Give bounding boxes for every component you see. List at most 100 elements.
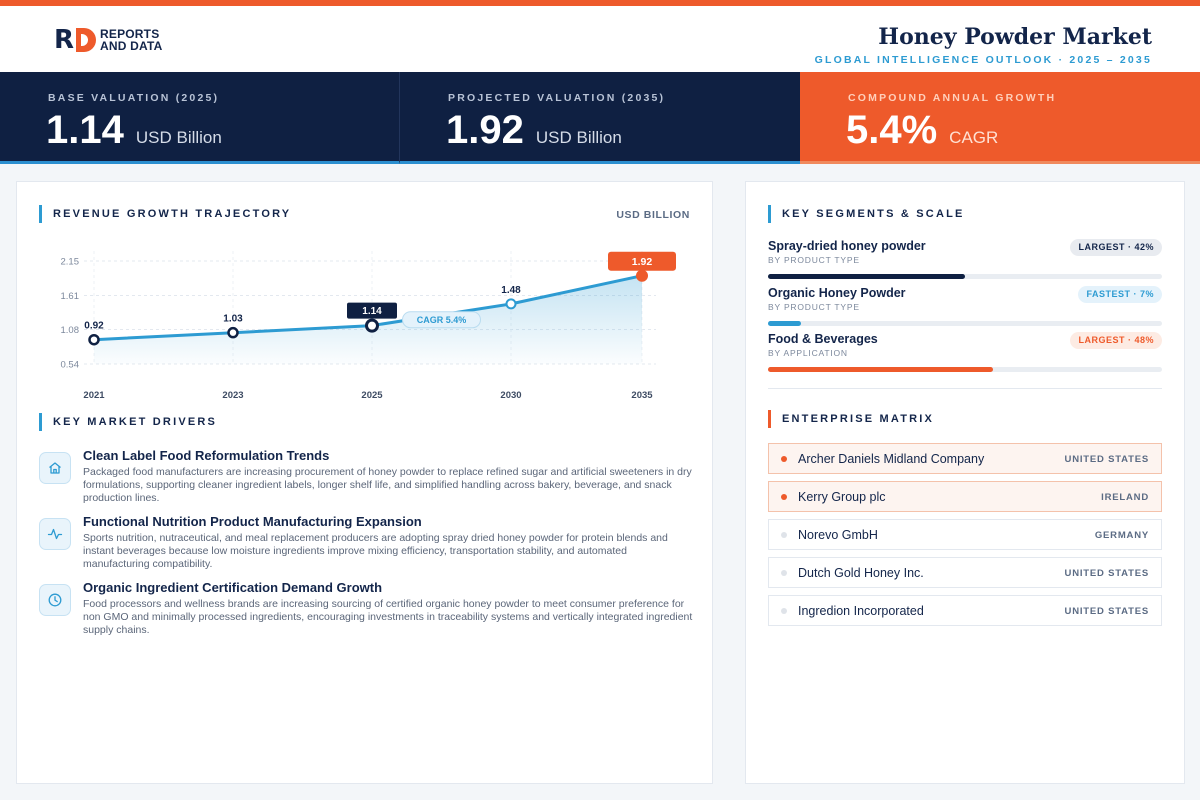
segment-category: BY PRODUCT TYPE <box>768 302 860 312</box>
segment-share-fill <box>768 321 801 326</box>
company-country: UNITED STATES <box>1064 568 1149 579</box>
section-divider <box>768 388 1162 389</box>
driver-title: Functional Nutrition Product Manufacturi… <box>83 514 422 529</box>
section-title: ENTERPRISE MATRIX <box>782 413 935 425</box>
segment-item: Spray-dried honey powder BY PRODUCT TYPE… <box>768 239 1162 279</box>
y-tick-label: 1.61 <box>61 291 80 302</box>
company-name: Dutch Gold Honey Inc. <box>798 566 924 580</box>
kpi-cagr: COMPOUND ANNUAL GROWTH 5.4% CAGR <box>800 72 1200 164</box>
revenue-trajectory-chart: 2.15 1.61 1.08 0.54 2021 2023 2025 2030 2035 CAGR… <box>61 251 676 401</box>
section-title: REVENUE GROWTH TRAJECTORY <box>53 208 292 220</box>
data-label-box <box>608 251 676 271</box>
x-tick-label: 2030 <box>500 390 521 401</box>
segment-name: Food & Beverages <box>768 332 878 346</box>
section-accent-bar <box>39 413 42 431</box>
company-row[interactable]: Ingredion Incorporated UNITED STATES <box>768 595 1162 626</box>
brand-logo[interactable]: R REPORTS AND DATA <box>54 27 162 53</box>
company-row[interactable]: Archer Daniels Midland Company UNITED ST… <box>768 443 1162 474</box>
top-accent-bar <box>0 0 1200 6</box>
cagr-annotation-text: CAGR 5.4% <box>417 315 467 325</box>
company-name: Ingredion Incorporated <box>798 604 924 618</box>
driver-item: Organic Ingredient Certification Demand … <box>39 580 699 646</box>
company-country: UNITED STATES <box>1064 454 1149 465</box>
segment-share-bar <box>768 321 1162 326</box>
section-accent-bar <box>768 205 771 223</box>
home-icon <box>39 452 71 484</box>
section-title: KEY MARKET DRIVERS <box>53 416 218 428</box>
page-subtitle: GLOBAL INTELLIGENCE OUTLOOK · 2025 – 203… <box>814 54 1152 66</box>
driver-description: Packaged food manufacturers are increasi… <box>83 466 692 504</box>
status-dot-icon <box>781 570 787 576</box>
kpi-number: 1.92 <box>446 108 524 152</box>
company-row[interactable]: Kerry Group plc IRELAND <box>768 481 1162 512</box>
status-dot-icon <box>781 494 787 500</box>
company-row[interactable]: Norevo GmbH GERMANY <box>768 519 1162 550</box>
logo-text-line1: REPORTS <box>100 27 160 41</box>
company-country: UNITED STATES <box>1064 606 1149 617</box>
logo-text: REPORTS AND DATA <box>100 28 162 52</box>
kpi-label: PROJECTED VALUATION (2035) <box>448 92 666 104</box>
y-tick-label: 1.08 <box>61 325 80 336</box>
activity-icon <box>39 518 71 550</box>
company-name: Kerry Group plc <box>798 490 886 504</box>
cagr-annotation-pill <box>402 311 481 329</box>
drivers-list: Clean Label Food Reformulation Trends Pa… <box>39 448 699 646</box>
enterprise-matrix: Archer Daniels Midland Company UNITED ST… <box>768 443 1162 633</box>
matrix-heading: ENTERPRISE MATRIX <box>768 410 934 428</box>
header: R REPORTS AND DATA Honey Powder Market G… <box>0 6 1200 72</box>
segment-item: Food & Beverages BY APPLICATION LARGEST … <box>768 332 1162 372</box>
driver-description: Food processors and wellness brands are … <box>83 598 693 636</box>
section-accent-bar <box>39 205 42 223</box>
kpi-unit: USD Billion <box>535 128 622 147</box>
segment-share-bar <box>768 367 1162 372</box>
kpi-unit: CAGR <box>949 128 999 147</box>
driver-description: Sports nutrition, nutraceutical, and mea… <box>83 532 668 570</box>
status-dot-icon <box>781 608 787 614</box>
kpi-value: 1.92 USD Billion <box>446 108 622 153</box>
segments-heading: KEY SEGMENTS & SCALE <box>768 205 965 223</box>
data-label: 1.48 <box>501 285 521 296</box>
y-tick-label: 0.54 <box>61 360 80 371</box>
data-label: 1.92 <box>632 256 653 268</box>
x-tick-label: 2023 <box>222 390 243 401</box>
section-accent-bar <box>768 410 771 428</box>
data-label: 0.92 <box>84 321 104 332</box>
segment-category: BY APPLICATION <box>768 348 848 358</box>
kpi-label: COMPOUND ANNUAL GROWTH <box>848 92 1057 104</box>
clock-icon <box>39 584 71 616</box>
segment-badge: LARGEST · 48% <box>1070 332 1162 349</box>
segment-share-fill <box>768 367 993 372</box>
status-dot-icon <box>781 456 787 462</box>
company-row[interactable]: Dutch Gold Honey Inc. UNITED STATES <box>768 557 1162 588</box>
trajectory-heading: REVENUE GROWTH TRAJECTORY <box>39 205 291 223</box>
x-tick-label: 2025 <box>361 390 383 401</box>
logo-text-line2: AND DATA <box>100 39 163 53</box>
data-point <box>227 326 239 339</box>
data-label: 1.03 <box>223 314 243 325</box>
y-tick-label: 2.15 <box>61 257 80 268</box>
data-label-box <box>347 302 397 319</box>
trajectory-area <box>94 275 642 364</box>
kpi-value: 1.14 USD Billion <box>46 108 222 153</box>
kpi-value: 5.4% CAGR <box>846 108 998 153</box>
kpi-number: 1.14 <box>46 108 124 152</box>
logo-mark-icon: R <box>54 27 98 53</box>
driver-item: Clean Label Food Reformulation Trends Pa… <box>39 448 699 514</box>
x-tick-label: 2035 <box>631 390 653 401</box>
segment-share-fill <box>768 274 965 279</box>
segment-category: BY PRODUCT TYPE <box>768 255 860 265</box>
company-country: GERMANY <box>1094 530 1149 541</box>
kpi-strip: BASE VALUATION (2025) 1.14 USD Billion P… <box>0 72 1200 164</box>
company-country: IRELAND <box>1101 492 1149 503</box>
company-name: Norevo GmbH <box>798 528 878 542</box>
data-point <box>636 269 648 282</box>
kpi-unit: USD Billion <box>135 128 222 147</box>
data-point <box>505 298 517 310</box>
x-tick-label: 2021 <box>83 390 105 401</box>
data-label: 1.14 <box>362 306 382 317</box>
kpi-projected-valuation: PROJECTED VALUATION (2035) 1.92 USD Bill… <box>400 72 800 164</box>
segment-badge: LARGEST · 42% <box>1070 239 1162 256</box>
data-point <box>365 318 379 333</box>
kpi-base-valuation: BASE VALUATION (2025) 1.14 USD Billion <box>0 72 400 164</box>
section-title: KEY SEGMENTS & SCALE <box>782 208 965 220</box>
